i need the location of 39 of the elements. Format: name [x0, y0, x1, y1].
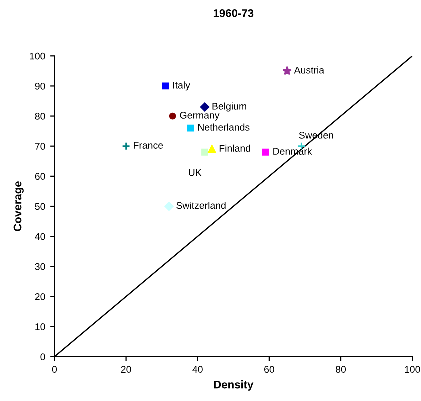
series-label: UK — [189, 169, 202, 176]
x-tick-label: 100 — [405, 366, 420, 374]
point — [262, 148, 270, 156]
y-tick-label: 100 — [30, 52, 46, 60]
x-tick-label: 0 — [52, 366, 58, 374]
point — [202, 148, 208, 156]
series-label: Italy — [174, 82, 190, 91]
y-tick-label: 0 — [40, 354, 46, 361]
x-tick-label: 20 — [121, 366, 132, 374]
x-tick-label: 40 — [192, 366, 203, 374]
point — [282, 66, 292, 76]
point — [162, 82, 170, 90]
y-axis-title: Coverage — [14, 182, 24, 232]
series-label: Belgium — [212, 102, 246, 112]
y-tick-label: 80 — [35, 113, 46, 120]
y-tick-label: 70 — [35, 143, 46, 150]
series-label: Finland — [220, 144, 250, 152]
series-label: Germany — [180, 112, 220, 121]
y-tick-label: 20 — [35, 293, 46, 300]
point — [122, 142, 130, 151]
y-tick-label: 60 — [35, 173, 46, 180]
point — [169, 112, 176, 120]
point — [187, 124, 194, 132]
x-axis-title: Density — [214, 380, 254, 391]
y-tick-label: 50 — [35, 203, 46, 210]
series-label: Netherlands — [198, 124, 250, 131]
series-label: France — [134, 142, 164, 149]
point — [164, 202, 174, 212]
y-tick-label: 10 — [36, 324, 46, 330]
x-tick-label: 80 — [336, 366, 346, 374]
series-label: Switzerland — [176, 202, 226, 210]
y-tick-label: 40 — [35, 233, 46, 240]
point — [200, 102, 210, 112]
y-tick-label: 30 — [35, 263, 46, 270]
y-tick-label: 90 — [35, 82, 46, 90]
chart-title: 1960-73 — [214, 9, 254, 18]
point — [208, 145, 216, 154]
x-tick-label: 60 — [264, 366, 274, 374]
series-label: Austria — [294, 66, 325, 74]
